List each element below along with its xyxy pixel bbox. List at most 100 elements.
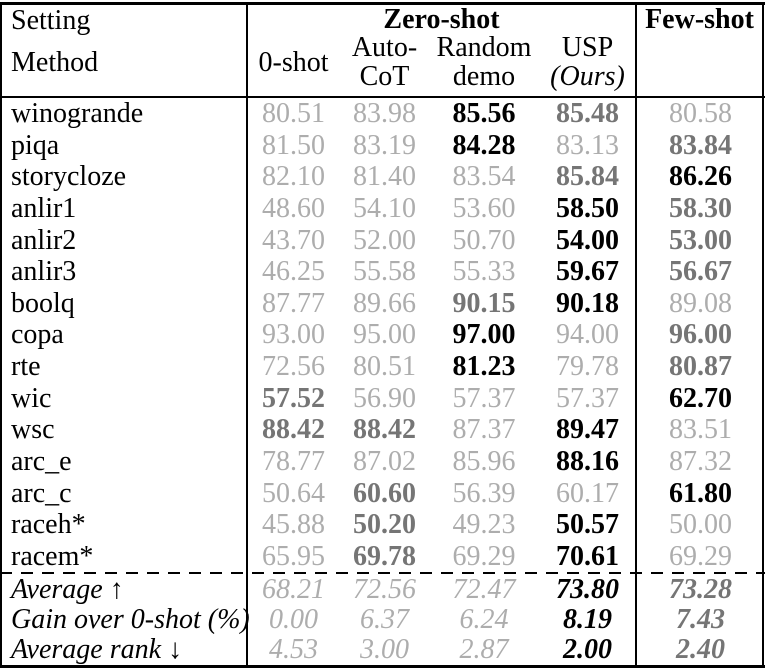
table-row: copa 93.00 95.00 97.00 94.00 96.00 — [0, 319, 765, 351]
score-cell: 50.70 — [452, 224, 516, 256]
score-cell: 46.25 — [262, 256, 325, 288]
score-cell: 57.37 — [452, 382, 516, 414]
row-label: arc_c — [11, 477, 72, 509]
summary-row: Average ↑ 68.21 72.56 72.47 73.80 73.28 — [0, 575, 765, 605]
score-cell: 49.23 — [452, 509, 516, 541]
score-cell: 80.58 — [669, 98, 732, 129]
summary-row: Average rank ↓ 4.53 3.00 2.87 2.00 2.40 — [0, 635, 765, 665]
score-cell: 87.77 — [262, 287, 325, 319]
score-cell: 54.10 — [353, 192, 416, 224]
score-cell: 88.42 — [262, 414, 325, 446]
header-col-usp-line2: (Ours) — [550, 61, 625, 92]
row-label: Average rank ↓ — [11, 634, 183, 665]
score-cell: 2.40 — [676, 634, 725, 665]
table-row: wic 57.52 56.90 57.37 57.37 62.70 — [0, 383, 765, 415]
score-cell: 65.95 — [262, 540, 325, 572]
score-cell: 89.08 — [669, 287, 732, 319]
score-cell: 95.00 — [353, 319, 416, 351]
score-cell: 93.00 — [262, 319, 325, 351]
header-few-shot-group: Few-shot — [645, 4, 754, 35]
header-col-random-line1: Random — [436, 32, 532, 63]
table-row: raceh* 45.88 50.20 49.23 50.57 50.00 — [0, 509, 765, 541]
score-cell: 73.28 — [669, 574, 732, 605]
score-cell: 85.84 — [556, 161, 619, 193]
score-cell: 83.54 — [452, 161, 516, 193]
summary-dashed-rule — [0, 572, 765, 574]
score-cell: 89.47 — [556, 414, 619, 446]
score-cell: 8.19 — [563, 604, 612, 635]
score-cell: 79.78 — [556, 351, 619, 383]
row-label: anlir3 — [11, 256, 77, 288]
row-label: racem* — [11, 540, 94, 572]
score-cell: 87.32 — [669, 446, 732, 478]
score-cell: 83.13 — [556, 129, 619, 161]
score-cell: 58.50 — [556, 192, 619, 224]
row-label: wic — [11, 382, 52, 414]
score-cell: 0.00 — [269, 604, 318, 635]
score-cell: 55.58 — [353, 256, 416, 288]
score-cell: 81.50 — [262, 129, 325, 161]
score-cell: 60.60 — [353, 477, 416, 509]
table-row: arc_e 78.77 87.02 85.96 88.16 87.32 — [0, 446, 765, 478]
score-cell: 85.96 — [452, 446, 516, 478]
score-cell: 83.51 — [669, 414, 732, 446]
score-cell: 56.90 — [353, 382, 416, 414]
score-cell: 56.67 — [669, 256, 732, 288]
row-label: winogrande — [11, 98, 144, 129]
score-cell: 81.40 — [353, 161, 416, 193]
table-row: piqa 81.50 83.19 84.28 83.13 83.84 — [0, 130, 765, 162]
score-cell: 87.02 — [353, 446, 416, 478]
score-cell: 3.00 — [360, 634, 409, 665]
score-cell: 56.39 — [452, 477, 516, 509]
table-row: racem* 65.95 69.78 69.29 70.61 69.29 — [0, 541, 765, 573]
score-cell: 72.47 — [452, 574, 516, 605]
score-cell: 61.80 — [669, 477, 732, 509]
score-cell: 88.16 — [556, 446, 619, 478]
score-cell: 59.67 — [556, 256, 619, 288]
score-cell: 52.00 — [353, 224, 416, 256]
table-row: wsc 88.42 88.42 87.37 89.47 83.51 — [0, 414, 765, 446]
row-label: boolq — [11, 287, 75, 319]
score-cell: 57.37 — [556, 382, 619, 414]
row-label: anlir1 — [11, 192, 77, 224]
score-cell: 2.87 — [459, 634, 509, 665]
table-left-border — [0, 2, 2, 668]
score-cell: 88.42 — [353, 414, 416, 446]
score-cell: 90.18 — [556, 287, 619, 319]
score-cell: 69.29 — [452, 540, 516, 572]
score-cell: 80.51 — [262, 98, 325, 129]
header-col-autocot-line2: CoT — [359, 61, 410, 92]
score-cell: 83.98 — [353, 98, 416, 129]
score-cell: 81.23 — [452, 351, 516, 383]
score-cell: 72.56 — [353, 574, 416, 605]
score-cell: 87.37 — [452, 414, 516, 446]
score-cell: 43.70 — [262, 224, 325, 256]
row-label: Average ↑ — [11, 574, 124, 605]
table-row: winogrande 80.51 83.98 85.56 85.48 80.58 — [0, 98, 765, 130]
score-cell: 69.29 — [669, 540, 732, 572]
score-cell: 94.00 — [556, 319, 619, 351]
score-cell: 86.26 — [669, 161, 732, 193]
score-cell: 89.66 — [353, 287, 416, 319]
score-cell: 54.00 — [556, 224, 619, 256]
row-label: Gain over 0-shot (%) — [11, 604, 250, 635]
score-cell: 70.61 — [556, 540, 619, 572]
row-label: wsc — [11, 414, 55, 446]
row-label: storycloze — [11, 161, 127, 193]
header-col-0shot: 0-shot — [258, 47, 329, 78]
score-cell: 45.88 — [262, 509, 325, 541]
score-cell: 73.80 — [556, 574, 619, 605]
column-divider-right — [635, 2, 637, 668]
score-cell: 6.24 — [459, 604, 509, 635]
score-cell: 84.28 — [452, 129, 516, 161]
table-row: storycloze 82.10 81.40 83.54 85.84 86.26 — [0, 161, 765, 193]
score-cell: 4.53 — [269, 634, 318, 665]
column-divider-left — [246, 2, 248, 668]
score-cell: 83.84 — [669, 129, 732, 161]
score-cell: 85.56 — [452, 98, 516, 129]
score-cell: 85.48 — [556, 98, 619, 129]
header-zero-shot-group: Zero-shot — [383, 4, 500, 35]
header-col-autocot-line1: Auto- — [351, 32, 418, 63]
score-cell: 96.00 — [669, 319, 732, 351]
score-cell: 57.52 — [262, 382, 325, 414]
